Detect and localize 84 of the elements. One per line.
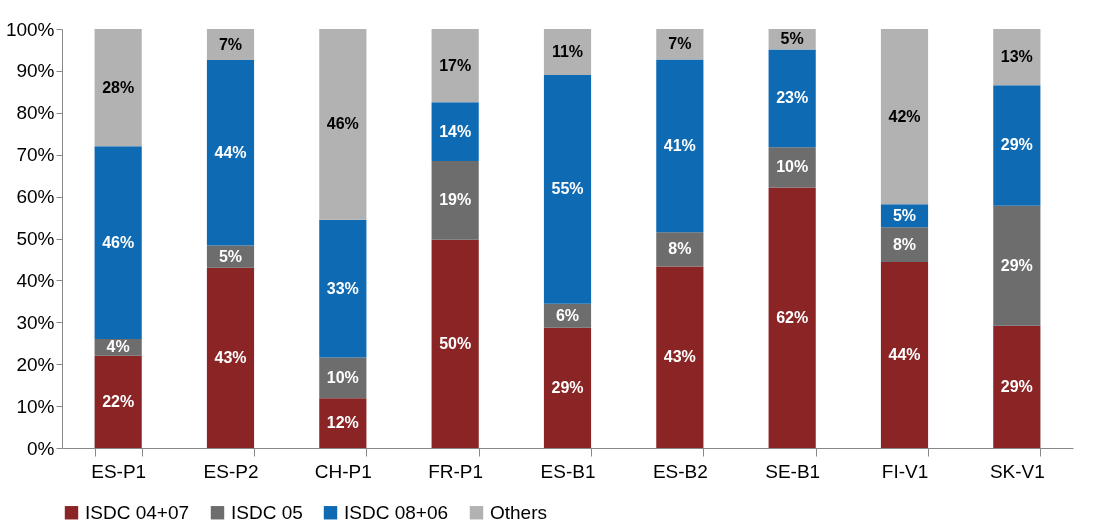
- bar: [993, 29, 1041, 86]
- data-label: 12%: [326, 414, 359, 432]
- data-label: 8%: [668, 240, 692, 258]
- bar: [880, 261, 929, 448]
- data-label: 46%: [326, 115, 359, 133]
- data-label: 11%: [551, 43, 584, 61]
- y-tick-label: 90%: [16, 60, 55, 82]
- data-label: 5%: [218, 247, 243, 265]
- data-label: 13%: [1000, 48, 1033, 66]
- data-label: 5%: [892, 206, 917, 224]
- data-label: 44%: [214, 143, 247, 161]
- y-tick-label: 10%: [16, 395, 55, 417]
- y-tick-label: 30%: [16, 311, 55, 333]
- data-label: 7%: [668, 35, 692, 53]
- x-tick-label: ES-B2: [652, 460, 708, 482]
- bar: [543, 327, 592, 448]
- bar: [768, 49, 816, 148]
- x-tick-label: CH-P1: [314, 460, 372, 482]
- y-tick-label: 0%: [27, 437, 55, 459]
- legend-label: ISDC 08+06: [344, 501, 449, 523]
- bar: [94, 29, 142, 147]
- data-label: 19%: [439, 191, 472, 209]
- x-tick-label: SK-V1: [989, 460, 1045, 482]
- data-label: 46%: [102, 233, 135, 251]
- bar: [993, 325, 1041, 448]
- x-tick-label: ES-P2: [203, 460, 259, 482]
- bar: [656, 266, 704, 448]
- y-tick-label: 50%: [16, 228, 55, 249]
- data-label: 29%: [1000, 136, 1033, 154]
- data-label: 14%: [439, 122, 472, 140]
- bar: [880, 29, 929, 205]
- x-tick-label: ES-P1: [91, 460, 147, 482]
- data-label: 28%: [102, 78, 135, 96]
- data-label: 23%: [776, 89, 809, 107]
- bar: [431, 239, 479, 448]
- data-label: 33%: [326, 279, 359, 297]
- bar: [431, 102, 479, 161]
- x-tick-label: FI-V1: [881, 460, 929, 482]
- data-label: 29%: [551, 378, 584, 396]
- y-tick-label: 70%: [16, 144, 55, 166]
- data-label: 55%: [551, 180, 584, 198]
- bar: [431, 29, 479, 103]
- bar: [206, 267, 255, 448]
- bar: [319, 219, 367, 358]
- data-label: 10%: [776, 158, 809, 176]
- bar: [431, 160, 479, 240]
- legend-label: ISDC 05: [231, 501, 303, 523]
- data-label: 41%: [663, 136, 696, 154]
- data-label: 22%: [102, 392, 135, 410]
- x-tick-label: ES-B1: [540, 460, 596, 482]
- bar: [768, 187, 816, 448]
- data-label: 44%: [888, 345, 921, 363]
- data-label: 50%: [439, 334, 472, 352]
- legend-label: Others: [490, 501, 548, 523]
- data-label: 8%: [892, 235, 917, 253]
- x-tick-label: FR-P1: [428, 460, 484, 482]
- x-tick-label: SE-B1: [765, 460, 821, 482]
- data-label: 62%: [776, 308, 809, 326]
- y-tick-label: 20%: [16, 353, 55, 375]
- data-label: 43%: [214, 348, 247, 366]
- bar: [319, 398, 367, 448]
- bar: [319, 29, 367, 220]
- data-label: 29%: [1000, 377, 1033, 395]
- data-label: 17%: [439, 56, 472, 74]
- data-label: 4%: [106, 338, 130, 356]
- y-tick-label: 80%: [16, 102, 55, 124]
- y-tick-label: 100%: [5, 18, 55, 40]
- legend-label: ISDC 04+07: [85, 501, 190, 523]
- bar: [993, 85, 1041, 206]
- y-tick-label: 60%: [16, 186, 55, 208]
- bar: [206, 60, 255, 246]
- bar: [656, 59, 704, 233]
- bar: [94, 355, 142, 448]
- data-label: 10%: [326, 368, 359, 386]
- data-label: 42%: [888, 107, 921, 125]
- data-label: 7%: [218, 35, 243, 53]
- bar: [543, 75, 592, 304]
- data-label: 29%: [1000, 256, 1033, 274]
- data-label: 5%: [780, 30, 804, 48]
- data-label: 43%: [663, 348, 696, 366]
- data-label: 6%: [555, 306, 580, 324]
- y-tick-label: 40%: [16, 269, 55, 291]
- bar: [993, 205, 1041, 326]
- bar: [94, 146, 142, 340]
